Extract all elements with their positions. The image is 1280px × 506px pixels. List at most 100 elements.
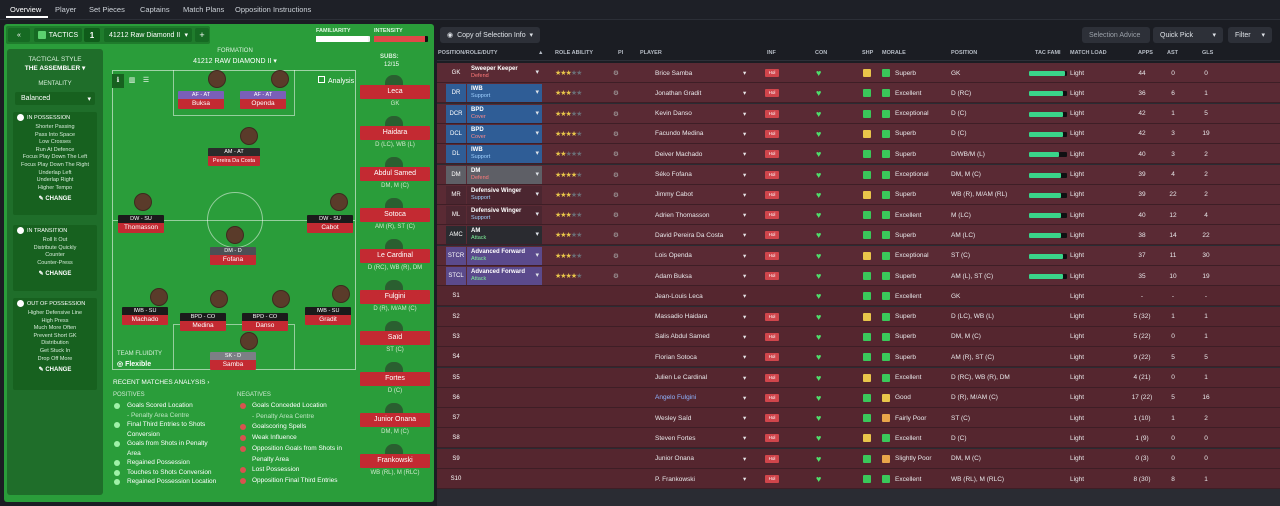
table-row[interactable]: DCR BPD Cover ▾ ★★★ ★ ★ ⚙ Kevin Danso ▾ Hol ♥ Except…: [437, 103, 1280, 124]
player-name[interactable]: Jimmy Cabot: [655, 191, 693, 199]
table-row[interactable]: S5 Julien Le Cardinal ▾ Hol ♥ Excellent D (RC)…: [437, 367, 1280, 388]
player-name[interactable]: Jean-Louis Leca: [655, 292, 703, 300]
sub-player-5[interactable]: Le Cardinal: [360, 249, 430, 263]
sub-player-2[interactable]: Haidara: [360, 126, 430, 140]
col-position[interactable]: POSITION: [951, 50, 978, 56]
col-morale[interactable]: MORALE: [882, 50, 906, 56]
col-ast[interactable]: AST: [1167, 50, 1178, 56]
player-name[interactable]: Facundo Medina: [655, 130, 704, 138]
role-duty-dropdown[interactable]: BPD Cover ▾: [467, 104, 542, 123]
role-duty-dropdown[interactable]: Advanced Forward Attack ▾: [467, 246, 542, 265]
sub-player-9[interactable]: Junior Onana: [360, 413, 430, 427]
table-row[interactable]: ML Defensive Winger Support ▾ ★★★ ★ ★ ⚙ Adrien T…: [437, 205, 1280, 226]
role-duty-dropdown[interactable]: Defensive Winger Support ▾: [467, 206, 542, 225]
chevron-down-icon[interactable]: ▾: [743, 273, 747, 280]
player-instructions-icon[interactable]: ⚙: [613, 232, 619, 240]
role-duty-dropdown[interactable]: DM Defend ▾: [467, 165, 542, 184]
chevron-down-icon[interactable]: ▾: [743, 90, 747, 98]
chevron-down-icon[interactable]: ▾: [743, 212, 747, 220]
list-view-icon[interactable]: ☰: [140, 74, 152, 88]
table-row[interactable]: S4 Florian Sotoca ▾ Hol ♥ Superb AM (R), ST (C…: [437, 347, 1280, 368]
player-instructions-icon[interactable]: ⚙: [613, 171, 619, 179]
tab-captains[interactable]: Captains: [140, 5, 170, 14]
player-instructions-icon[interactable]: ⚙: [613, 212, 619, 220]
sub-player-10[interactable]: Frankowski: [360, 454, 430, 468]
col-con[interactable]: CON: [815, 50, 828, 56]
role-duty-dropdown[interactable]: AM Attack ▾: [467, 226, 542, 245]
selection-advice-button[interactable]: Selection Advice: [1082, 27, 1150, 43]
chevron-down-icon[interactable]: ▾: [743, 171, 747, 179]
role-duty-dropdown[interactable]: IWB Support ▾: [467, 84, 542, 103]
table-row[interactable]: DL IWB Support ▾ ★★ ★ ★ ★ ⚙ Deiver Machado ▾ Hol ♥ Su…: [437, 144, 1280, 165]
player-instructions-icon[interactable]: ⚙: [613, 252, 619, 260]
col-position-role-duty[interactable]: POSITION/ROLE/DUTY: [438, 50, 498, 56]
bars-view-icon[interactable]: ▥: [126, 74, 138, 88]
chevron-down-icon[interactable]: ▾: [743, 476, 747, 483]
analysis-toggle[interactable]: Analysis: [318, 76, 354, 85]
add-tactic-button[interactable]: +: [195, 28, 209, 42]
sub-player-1[interactable]: Leca: [360, 85, 430, 99]
table-row[interactable]: DR IWB Support ▾ ★★★ ★ ★ ⚙ Jonathan Gradit ▾ Hol ♥ E…: [437, 83, 1280, 104]
tactical-style-value[interactable]: THE ASSEMBLER ▾: [24, 65, 86, 72]
player-instructions-icon[interactable]: ⚙: [613, 70, 619, 77]
player-name[interactable]: Jonathan Gradit: [655, 89, 702, 97]
table-row[interactable]: S8 Steven Fortes ▾ Hol ♥ Excellent D (C) Light 1…: [437, 428, 1280, 449]
chevron-down-icon[interactable]: ▾: [743, 293, 747, 301]
chevron-down-icon[interactable]: ▾: [743, 232, 747, 240]
table-row[interactable]: GK Sweeper Keeper Defend ▾ ★★★ ★ ★ ⚙ Brice Samba…: [437, 63, 1280, 83]
chevron-down-icon[interactable]: ▾: [743, 394, 747, 402]
back-button[interactable]: «: [8, 28, 30, 42]
recent-matches-analysis-link[interactable]: RECENT MATCHES ANALYSIS ›: [113, 379, 210, 386]
table-row[interactable]: S10 P. Frankowski ▾ Hol ♥ Excellent WB (RL), M…: [437, 469, 1280, 489]
player-name[interactable]: Steven Fortes: [655, 434, 696, 442]
pitch-player-danso[interactable]: BPD - CO Danso: [242, 313, 288, 332]
tactic-slot-number[interactable]: 1: [84, 28, 100, 42]
copy-selection-info-dropdown[interactable]: ◉ Copy of Selection Info ▾: [440, 27, 540, 43]
player-instructions-icon[interactable]: ⚙: [613, 130, 619, 138]
col-inf[interactable]: INF: [767, 50, 776, 56]
table-row[interactable]: S2 Massadio Haidara ▾ Hol ♥ Superb D (LC), WB …: [437, 306, 1280, 327]
pitch-player-openda[interactable]: AF - AT Openda: [240, 91, 286, 110]
player-name[interactable]: P. Frankowski: [655, 475, 695, 483]
pitch-player-machado[interactable]: IWB - SU Machado: [122, 307, 168, 326]
col-shp[interactable]: SHP: [862, 50, 874, 56]
table-row[interactable]: S9 Junior Onana ▾ Hol ♥ Slightly Poor DM, M (C…: [437, 448, 1280, 469]
chevron-down-icon[interactable]: ▾: [743, 70, 747, 77]
col-tac-fami[interactable]: TAC FAMI: [1035, 50, 1061, 56]
player-name[interactable]: Julien Le Cardinal: [655, 374, 708, 381]
table-row[interactable]: STCR Advanced Forward Attack ▾ ★★★ ★ ★ ⚙ Lois Op…: [437, 245, 1280, 266]
player-name[interactable]: Angelo Fulgini: [655, 394, 697, 402]
tab-player[interactable]: Player: [55, 5, 77, 14]
role-duty-dropdown[interactable]: Sweeper Keeper Defend ▾: [467, 64, 542, 82]
player-name[interactable]: Salis Abdul Samed: [655, 333, 710, 341]
pitch-player-samba[interactable]: SK - D Samba: [210, 352, 256, 371]
player-instructions-icon[interactable]: ⚙: [613, 151, 619, 159]
chevron-down-icon[interactable]: ▾: [743, 333, 747, 341]
chevron-down-icon[interactable]: ▾: [743, 415, 747, 423]
player-instructions-icon[interactable]: ⚙: [613, 191, 619, 199]
chevron-down-icon[interactable]: ▾: [743, 313, 747, 321]
table-row[interactable]: DCL BPD Cover ▾ ★★★★ ★ ⚙ Facundo Medina ▾ Hol ♥ Sup…: [437, 123, 1280, 144]
table-row[interactable]: S6 Angelo Fulgini ▾ Hol ♥ Good D (R), M/AM (C)…: [437, 387, 1280, 408]
tab-match-plans[interactable]: Match Plans: [183, 5, 225, 14]
chevron-down-icon[interactable]: ▾: [743, 354, 747, 362]
table-row[interactable]: DM DM Defend ▾ ★★★★ ★ ⚙ Séko Fofana ▾ Hol ♥ Excepti…: [437, 164, 1280, 185]
col-role-ability[interactable]: ROLE ABILITY: [555, 50, 593, 56]
player-name[interactable]: Massadio Haidara: [655, 313, 708, 321]
player-instructions-icon[interactable]: ⚙: [613, 110, 619, 118]
player-name[interactable]: Junior Onana: [655, 455, 695, 463]
table-row[interactable]: S3 Salis Abdul Samed ▾ Hol ♥ Superb DM, M (C) L…: [437, 326, 1280, 347]
chevron-down-icon[interactable]: ▾: [743, 455, 747, 463]
table-row[interactable]: S1 Jean-Louis Leca ▾ ♥ Excellent GK Light - - -: [437, 286, 1280, 307]
sub-player-3[interactable]: Abdul Samed: [360, 167, 430, 181]
table-row[interactable]: S7 Wesley Saïd ▾ Hol ♥ Fairly Poor ST (C) Light…: [437, 408, 1280, 429]
filter-button[interactable]: Filter ▾: [1228, 27, 1272, 43]
player-name[interactable]: David Pereira Da Costa: [655, 231, 724, 239]
chevron-down-icon[interactable]: ▾: [743, 435, 747, 443]
sub-player-7[interactable]: Saïd: [360, 331, 430, 345]
tab-overview[interactable]: Overview: [10, 5, 42, 14]
col-gls[interactable]: GLS: [1202, 50, 1214, 56]
table-row[interactable]: MR Defensive Winger Support ▾ ★★★ ★ ★ ⚙ Jimmy Ca…: [437, 184, 1280, 205]
tab-set-pieces[interactable]: Set Pieces: [89, 5, 125, 14]
col-apps[interactable]: APPS: [1138, 50, 1153, 56]
